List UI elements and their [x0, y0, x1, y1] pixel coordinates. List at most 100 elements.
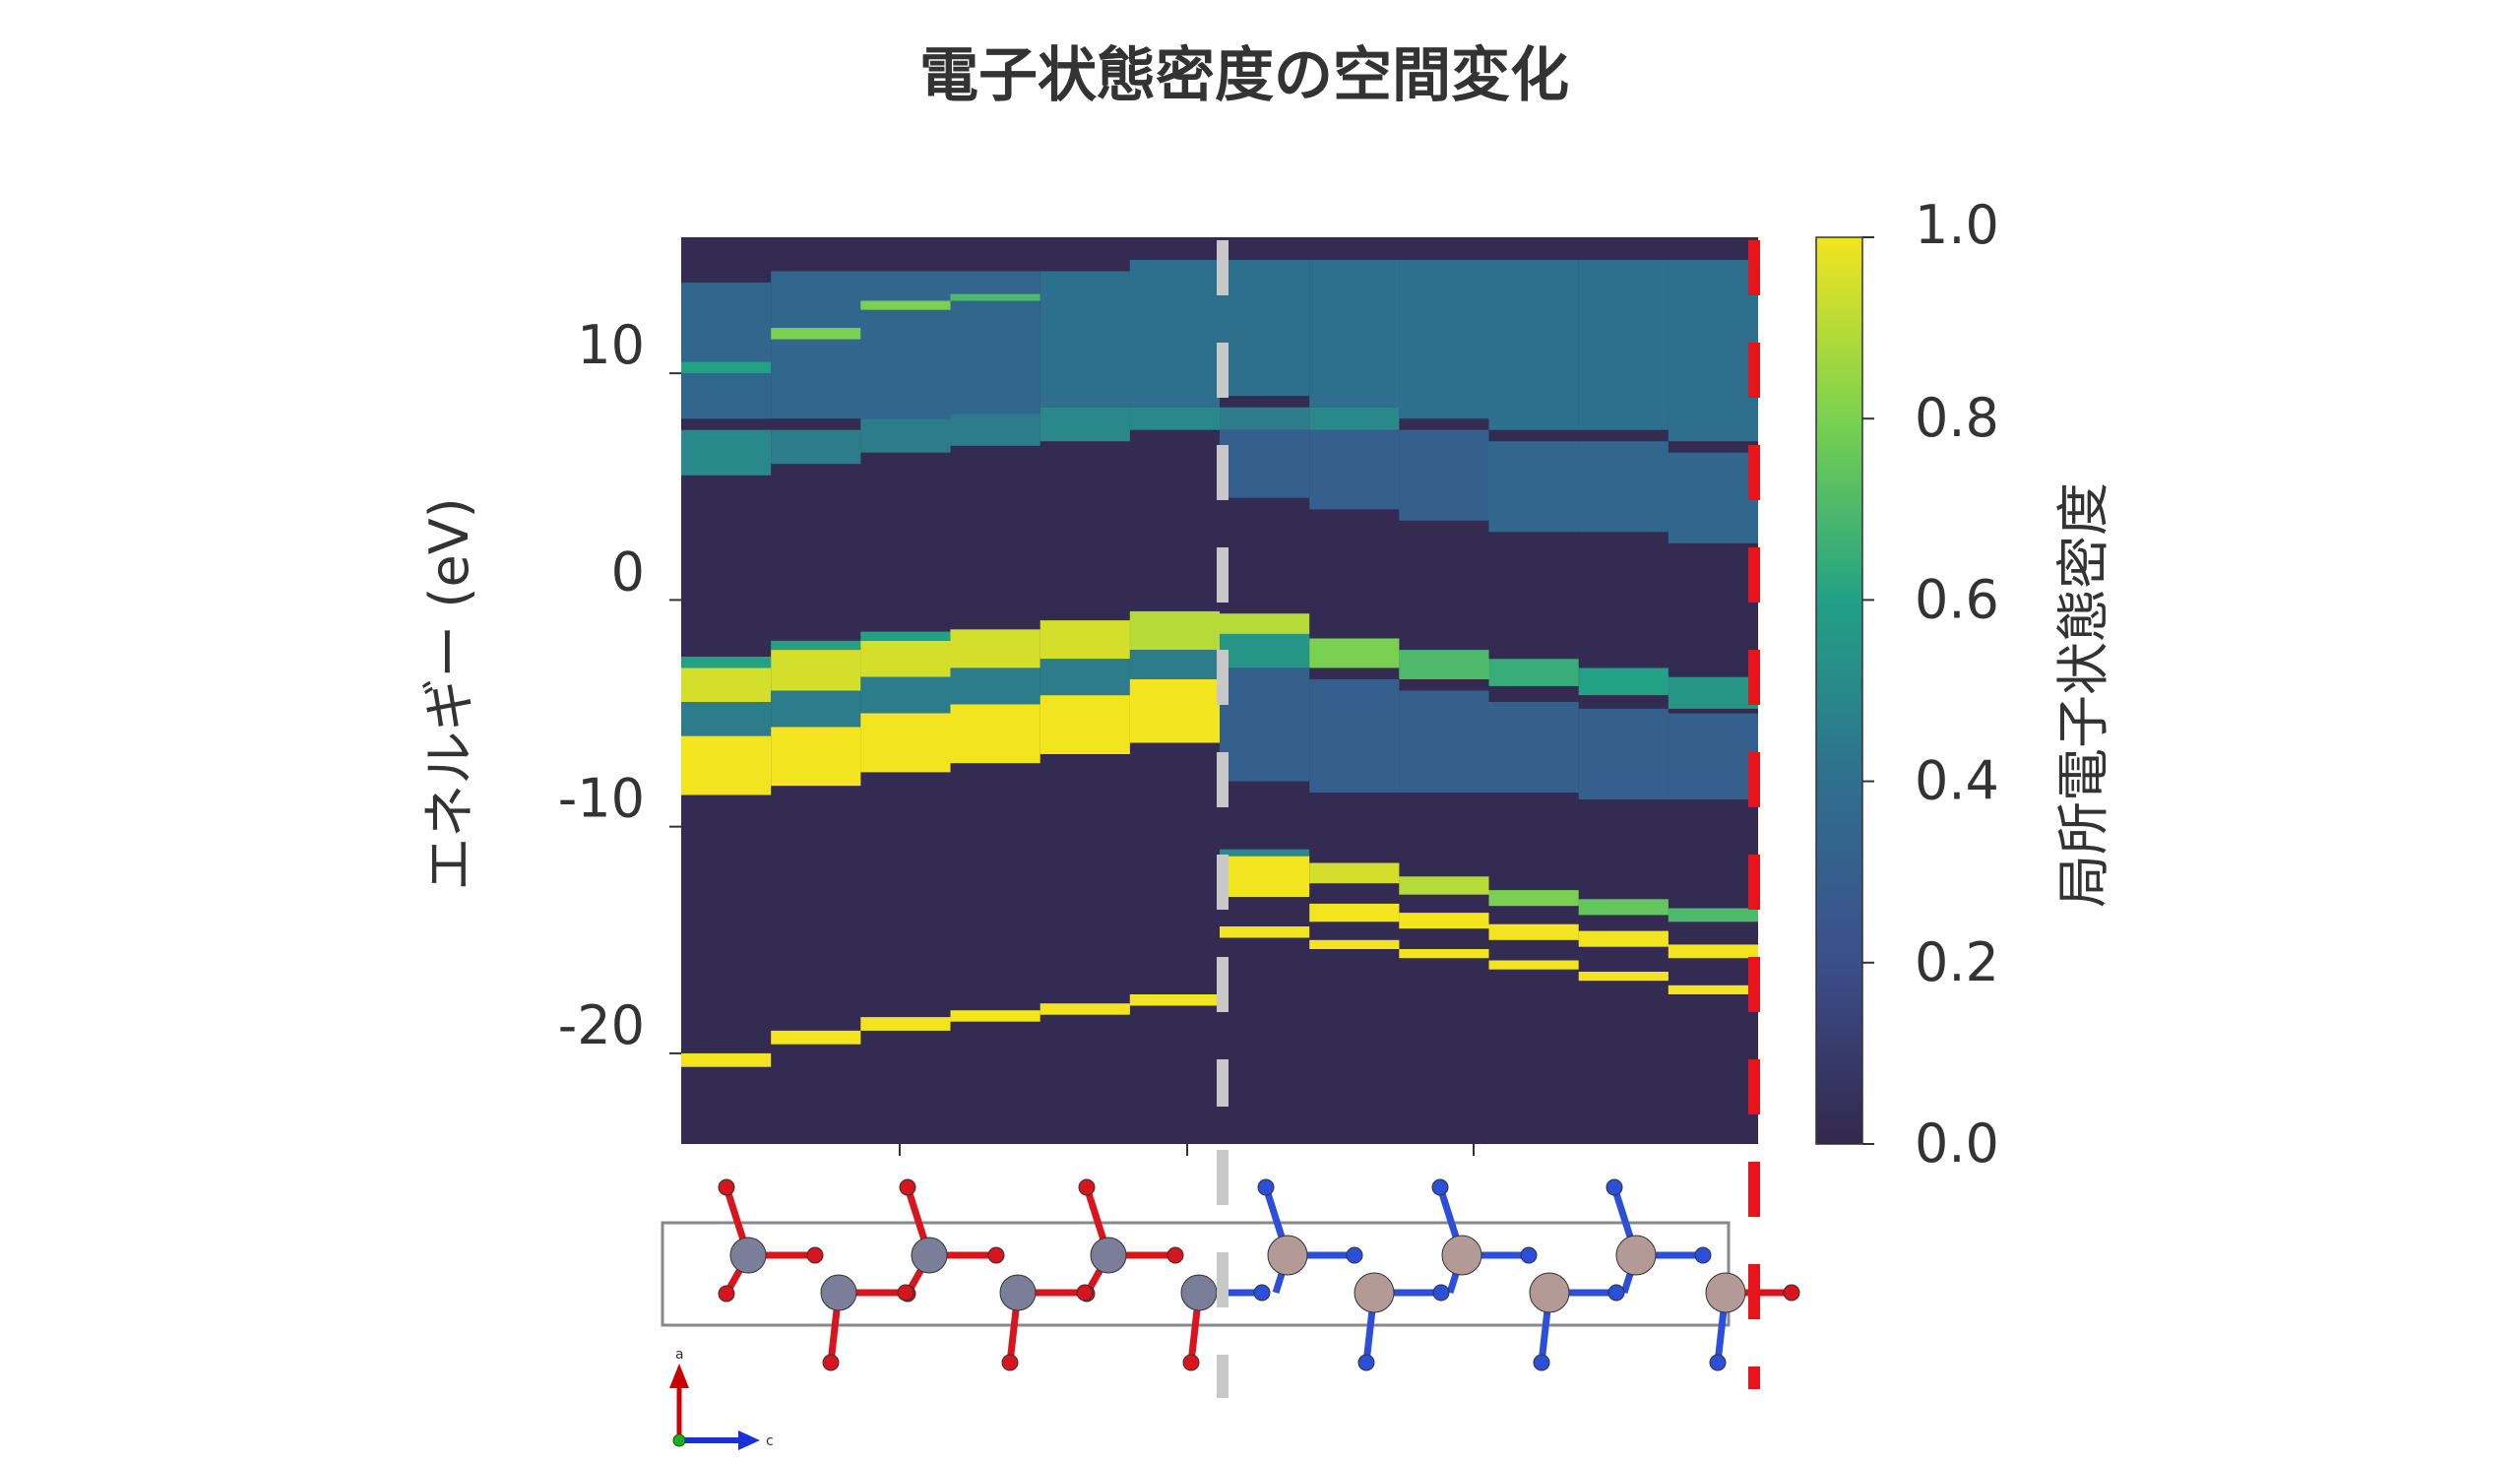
nitrogen-atom	[1253, 1284, 1271, 1302]
heatmap-cell	[1668, 452, 1758, 543]
heatmap-cell	[860, 640, 951, 677]
metal-atom	[820, 1274, 857, 1311]
heatmap-cell	[1040, 1003, 1130, 1015]
heatmap-cell	[950, 293, 1040, 301]
oxygen-atom	[1078, 1178, 1096, 1196]
heatmap-cell	[1578, 667, 1669, 696]
heatmap-cell	[860, 713, 951, 773]
heatmap-cell	[1129, 407, 1220, 430]
heatmap-cell	[860, 418, 951, 453]
heatmap-column	[1129, 260, 1220, 1006]
metal-atom	[1354, 1272, 1395, 1313]
metal-atom	[999, 1274, 1037, 1311]
heatmap-cell	[1220, 429, 1310, 498]
heatmap-cell	[1129, 650, 1220, 679]
heatmap-cell	[950, 1010, 1040, 1022]
heatmap-cell	[1488, 923, 1579, 940]
nitrogen-atom	[1607, 1284, 1625, 1302]
heatmap-cell	[771, 650, 861, 691]
y-axis: 10 0 -10 -20	[558, 314, 681, 1056]
oxygen-atom	[1166, 1246, 1184, 1264]
heatmap-cell	[771, 690, 861, 728]
heatmap-cell	[860, 300, 951, 310]
heatmap-cell	[950, 271, 1040, 414]
heatmap-cell	[1040, 620, 1130, 660]
heatmap-column	[860, 271, 951, 1031]
metal-atom	[1441, 1235, 1482, 1276]
heatmap-column	[771, 271, 861, 1045]
heatmap-column	[1040, 271, 1130, 1015]
nitrogen-atom	[1606, 1178, 1623, 1196]
heatmap-cell	[1578, 708, 1669, 799]
heatmap-cell	[1040, 659, 1130, 696]
heatmap-cell	[1129, 260, 1220, 408]
heatmap-cell	[1668, 260, 1758, 442]
heatmap-cell	[1220, 926, 1310, 938]
heatmap-cell	[1668, 908, 1758, 922]
heatmap-cell	[681, 667, 772, 702]
oxygen-atom	[1783, 1284, 1800, 1302]
y-tick-label: 0	[611, 540, 645, 603]
metal-atom	[1705, 1272, 1746, 1313]
nitrogen-atom	[1257, 1178, 1275, 1196]
y-axis-label: エネルギー (eV)	[418, 497, 480, 890]
heatmap-cell	[1399, 876, 1489, 895]
heatmap-cell	[1040, 271, 1130, 408]
a-axis-arrowhead	[669, 1364, 689, 1388]
colorbar-tick-label: 0.6	[1915, 568, 1999, 630]
metal-atom	[729, 1237, 767, 1274]
heatmap-cell	[1129, 610, 1220, 650]
heatmap-cell	[1309, 429, 1400, 510]
heatmap-cell	[1309, 862, 1400, 884]
heatmap-cell	[860, 631, 951, 641]
nitrogen-atom	[1520, 1246, 1538, 1264]
heatmap-cell	[681, 1052, 772, 1067]
heatmap-cell	[771, 1030, 861, 1045]
colorbar-label: 局所電子状態密度	[2052, 482, 2114, 908]
heatmap-cell	[771, 271, 861, 419]
colorbar-tick-label: 0.8	[1915, 387, 1999, 449]
oxygen-atom	[718, 1178, 735, 1196]
metal-atom	[911, 1237, 948, 1274]
heatmap-cell	[681, 735, 772, 795]
crystal-structure: ac	[661, 1178, 1800, 1450]
metal-atom	[1267, 1235, 1308, 1276]
heatmap-cell	[1040, 695, 1130, 754]
heatmap-cell	[1399, 690, 1489, 794]
b-axis-dot	[672, 1433, 686, 1447]
heatmap-cell	[1488, 960, 1579, 970]
nitrogen-atom	[1357, 1354, 1375, 1371]
heatmap-cell	[1309, 407, 1400, 430]
heatmap-cell	[860, 676, 951, 714]
heatmap-cell	[1309, 939, 1400, 949]
heatmap-cell	[681, 429, 772, 476]
heatmap-column	[1488, 260, 1579, 970]
heatmap-cell	[1220, 667, 1310, 782]
heatmap-cell	[1578, 930, 1669, 947]
oxygen-atom	[1182, 1354, 1200, 1371]
heatmap-cell	[1220, 633, 1310, 668]
chart-title: 電子状態密度の空間変化	[919, 41, 1569, 110]
colorbar-tick-label: 1.0	[1915, 194, 1999, 256]
colorbar-tick-label: 0.0	[1915, 1112, 1999, 1175]
metal-atom	[1529, 1272, 1570, 1313]
heatmap-cell	[1488, 441, 1579, 533]
heatmap-column	[950, 271, 1040, 1022]
heatmap-cell	[1220, 407, 1310, 430]
heatmap-cell	[1040, 407, 1130, 442]
heatmap-cell	[1668, 676, 1758, 709]
c-axis-label: c	[766, 1433, 774, 1449]
heatmap-cell	[860, 1017, 951, 1031]
oxygen-atom	[987, 1246, 1005, 1264]
heatmap-cell	[681, 657, 772, 668]
heatmap-cell	[1399, 260, 1489, 419]
nitrogen-atom	[1431, 1178, 1449, 1196]
heatmap-column	[1399, 260, 1489, 959]
colorbar-tick-label: 0.4	[1915, 750, 1999, 812]
metal-atom	[1180, 1274, 1218, 1311]
heatmap-cell	[1488, 260, 1579, 430]
heatmap-cell	[1309, 903, 1400, 922]
heatmap-cell	[1220, 856, 1310, 897]
nitrogen-atom	[1694, 1246, 1712, 1264]
nitrogen-atom	[1709, 1354, 1727, 1371]
